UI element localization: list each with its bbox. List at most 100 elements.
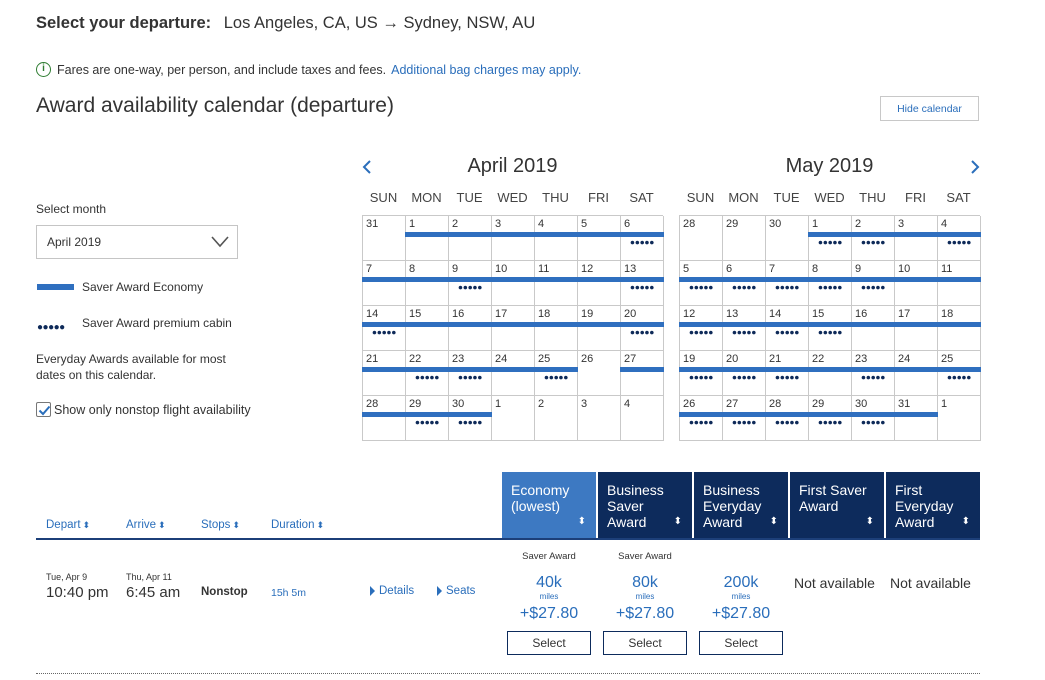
calendar-day[interactable]: 20 ●●●●●	[620, 306, 664, 351]
day-number: 24	[495, 353, 508, 365]
calendar-day[interactable]: 26	[578, 351, 621, 396]
calendar-day[interactable]: 25 ●●●●●	[937, 351, 981, 396]
premium-cabin-dots-icon: ●●●●●	[688, 282, 714, 292]
calendar-day[interactable]: 19	[577, 306, 621, 351]
fare-col-economy[interactable]: Economy (lowest) ⬍	[502, 472, 596, 540]
calendar-day[interactable]: 11	[534, 261, 578, 306]
calendar-day[interactable]: 30	[766, 216, 809, 261]
calendar-day[interactable]: 28 ●●●●●	[765, 396, 809, 441]
calendar-day[interactable]: 30 ●●●●●	[851, 396, 895, 441]
calendar-day[interactable]: 30 ●●●●●	[448, 396, 492, 441]
calendar-day[interactable]: 5	[577, 216, 621, 261]
bag-charges-link[interactable]: Additional bag charges may apply.	[391, 62, 582, 77]
calendar-day[interactable]: 10	[894, 261, 938, 306]
details-link[interactable]: Details	[370, 585, 414, 597]
calendar-day[interactable]: 28	[362, 396, 406, 441]
fare-col-business-saver[interactable]: Business Saver Award ⬍	[598, 472, 692, 540]
calendar-day[interactable]: 12	[577, 261, 621, 306]
select-business-everyday-button[interactable]: Select	[699, 631, 783, 655]
calendar-day[interactable]: 28	[680, 216, 723, 261]
calendar-day[interactable]: 1 ●●●●●	[808, 216, 852, 261]
calendar-day[interactable]: 2	[535, 396, 578, 441]
calendar-day[interactable]: 12 ●●●●●	[679, 306, 723, 351]
sort-arrows-icon: ⬍	[865, 516, 874, 527]
calendar-day[interactable]: 31	[363, 216, 406, 261]
calendar-day[interactable]: 19 ●●●●●	[679, 351, 723, 396]
calendar-day[interactable]: 3	[578, 396, 621, 441]
calendar-day[interactable]: 6 ●●●●●	[620, 216, 664, 261]
calendar-day[interactable]: 15	[405, 306, 449, 351]
month-select[interactable]: April 2019	[36, 225, 238, 259]
calendar-day[interactable]: 16	[448, 306, 492, 351]
sort-duration[interactable]: Duration ⬍	[271, 519, 324, 531]
saver-economy-bar	[620, 277, 664, 282]
calendar-day[interactable]: 3	[491, 216, 535, 261]
fare-col-first-saver[interactable]: First Saver Award ⬍	[790, 472, 884, 540]
calendar-day[interactable]: 23 ●●●●●	[448, 351, 492, 396]
day-number: 22	[409, 353, 422, 365]
fare-col-first-everyday[interactable]: First Everyday Award ⬍	[886, 472, 980, 540]
calendar-day[interactable]: 1	[405, 216, 449, 261]
calendar-day[interactable]: 2	[448, 216, 492, 261]
calendar-day[interactable]: 20 ●●●●●	[722, 351, 766, 396]
calendar-day[interactable]: 8	[405, 261, 449, 306]
previous-month-arrow-icon[interactable]	[360, 158, 374, 176]
calendar-day[interactable]: 13 ●●●●●	[620, 261, 664, 306]
calendar-day[interactable]: 24	[894, 351, 938, 396]
calendar-day[interactable]: 22 ●●●●●	[405, 351, 449, 396]
calendar-day[interactable]: 1	[492, 396, 535, 441]
calendar-day[interactable]: 5 ●●●●●	[679, 261, 723, 306]
calendar-day[interactable]: 26 ●●●●●	[679, 396, 723, 441]
calendar-day[interactable]: 17	[894, 306, 938, 351]
next-month-arrow-icon[interactable]	[968, 158, 982, 176]
calendar-day[interactable]: 31	[894, 396, 938, 441]
calendar-day[interactable]: 29	[723, 216, 766, 261]
calendar-day[interactable]: 7	[362, 261, 406, 306]
calendar-day[interactable]: 24	[491, 351, 535, 396]
calendar-day[interactable]: 13 ●●●●●	[722, 306, 766, 351]
sort-depart[interactable]: Depart ⬍	[46, 519, 90, 531]
calendar-day[interactable]: 9 ●●●●●	[851, 261, 895, 306]
calendar-day[interactable]: 18	[937, 306, 981, 351]
select-economy-button[interactable]: Select	[507, 631, 591, 655]
day-number: 11	[941, 263, 953, 275]
sort-stops[interactable]: Stops ⬍	[201, 519, 240, 531]
calendar-day[interactable]: 17	[491, 306, 535, 351]
saver-economy-bar	[722, 412, 766, 417]
sort-arrive[interactable]: Arrive ⬍	[126, 519, 166, 531]
calendar-day[interactable]: 8 ●●●●●	[808, 261, 852, 306]
calendar-day[interactable]: 21 ●●●●●	[765, 351, 809, 396]
calendar-day[interactable]: 3	[894, 216, 938, 261]
calendar-day[interactable]: 6 ●●●●●	[722, 261, 766, 306]
hide-calendar-button[interactable]: Hide calendar	[880, 96, 979, 121]
calendar-day[interactable]: 22	[808, 351, 852, 396]
select-business-saver-button[interactable]: Select	[603, 631, 687, 655]
calendar-day[interactable]: 27 ●●●●●	[722, 396, 766, 441]
calendar-day[interactable]: 29 ●●●●●	[405, 396, 449, 441]
calendar-day[interactable]: 14 ●●●●●	[362, 306, 406, 351]
calendar-day[interactable]: 25 ●●●●●	[534, 351, 578, 396]
seats-link[interactable]: Seats	[437, 585, 475, 597]
day-number: 15	[812, 308, 825, 320]
calendar-day[interactable]: 10	[491, 261, 535, 306]
calendar-day[interactable]: 29 ●●●●●	[808, 396, 852, 441]
calendar-day[interactable]: 4 ●●●●●	[937, 216, 981, 261]
calendar-day[interactable]: 1	[938, 396, 981, 441]
fare-col-business-everyday[interactable]: Business Everyday Award ⬍	[694, 472, 788, 540]
calendar-day[interactable]: 21	[362, 351, 406, 396]
nonstop-checkbox[interactable]	[36, 402, 51, 417]
calendar-day[interactable]: 11	[937, 261, 981, 306]
calendar-day[interactable]: 4	[534, 216, 578, 261]
calendar-day[interactable]: 16	[851, 306, 895, 351]
calendar-day[interactable]: 2 ●●●●●	[851, 216, 895, 261]
calendar-day[interactable]: 23 ●●●●●	[851, 351, 895, 396]
saver-economy-bar	[405, 277, 449, 282]
calendar-day[interactable]: 18	[534, 306, 578, 351]
calendar-day[interactable]: 14 ●●●●●	[765, 306, 809, 351]
calendar-day[interactable]: 27	[620, 351, 664, 396]
calendar-day[interactable]: 9 ●●●●●	[448, 261, 492, 306]
calendar-day[interactable]: 7 ●●●●●	[765, 261, 809, 306]
calendar-day[interactable]: 15 ●●●●●	[808, 306, 852, 351]
nonstop-filter[interactable]: Show only nonstop flight availability	[36, 402, 251, 417]
calendar-day[interactable]: 4	[621, 396, 664, 441]
